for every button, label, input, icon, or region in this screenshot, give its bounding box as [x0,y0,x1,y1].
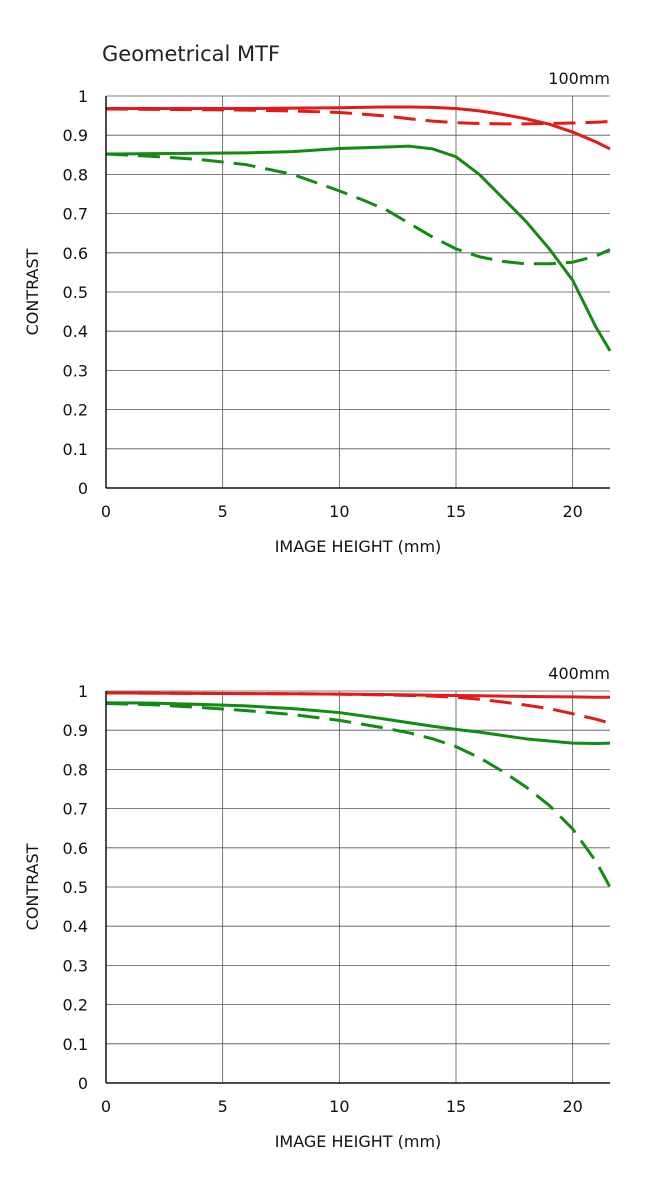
series-line-1 [105,691,611,725]
x-axis-label: IMAGE HEIGHT (mm) [275,1132,442,1151]
y-tick-label: 0.6 [63,839,88,858]
focal-length-label: 400mm [548,664,610,683]
grid [105,95,610,489]
y-tick-label: 0.9 [63,721,88,740]
x-tick-label: 20 [562,502,582,521]
mtf-chart-100mm: 00.10.20.30.40.50.60.70.80.910 5 10 15 20IMA… [23,69,612,556]
y-tick-label: 0.1 [63,1035,88,1054]
series-line-3 [105,152,611,266]
series-line-2 [105,144,612,352]
x-tick-label: 5 [218,502,228,521]
y-tick-label: 0 [78,479,88,498]
y-tick-label: 0.8 [63,760,88,779]
y-tick-label: 1 [78,682,88,701]
x-tick-label: 10 [329,502,349,521]
x-tick-label: 15 [446,502,466,521]
y-tick-label: 0.3 [63,361,88,380]
y-tick-label: 0.7 [63,800,88,819]
series-line-2 [105,701,611,746]
x-tick-label: 20 [562,1097,582,1116]
y-tick-label: 0.2 [63,996,88,1015]
x-tick-label: 0 [101,1097,111,1116]
y-tick-label: 0.9 [63,126,88,145]
x-tick-label: 0 [101,502,111,521]
x-tick-label: 5 [218,1097,228,1116]
y-tick-label: 0.3 [63,956,88,975]
y-axis-label: CONTRAST [23,843,42,930]
y-tick-label: 0.5 [63,283,88,302]
y-tick-label: 0.4 [63,322,88,341]
y-axis-label: CONTRAST [23,248,42,335]
series-line-0 [106,105,611,151]
series-line-3 [105,702,612,888]
y-tick-label: 0.5 [63,878,88,897]
mtf-chart-400mm: 00.10.20.30.40.50.60.70.80.910 5 10 15 20IMA… [23,664,612,1151]
grid [105,690,610,1084]
y-tick-label: 0.1 [63,440,88,459]
y-tick-label: 0.4 [63,917,88,936]
x-tick-label: 10 [329,1097,349,1116]
y-tick-label: 0.8 [63,165,88,184]
y-tick-label: 0 [78,1074,88,1093]
x-tick-label: 15 [446,1097,466,1116]
x-axis-label: IMAGE HEIGHT (mm) [275,537,442,556]
series-line-1 [105,107,611,126]
y-tick-label: 0.7 [63,205,88,224]
y-tick-label: 1 [78,87,88,106]
y-tick-label: 0.6 [63,244,88,263]
page-title: Geometrical MTF [102,42,281,66]
focal-length-label: 100mm [548,69,610,88]
y-tick-label: 0.2 [63,401,88,420]
